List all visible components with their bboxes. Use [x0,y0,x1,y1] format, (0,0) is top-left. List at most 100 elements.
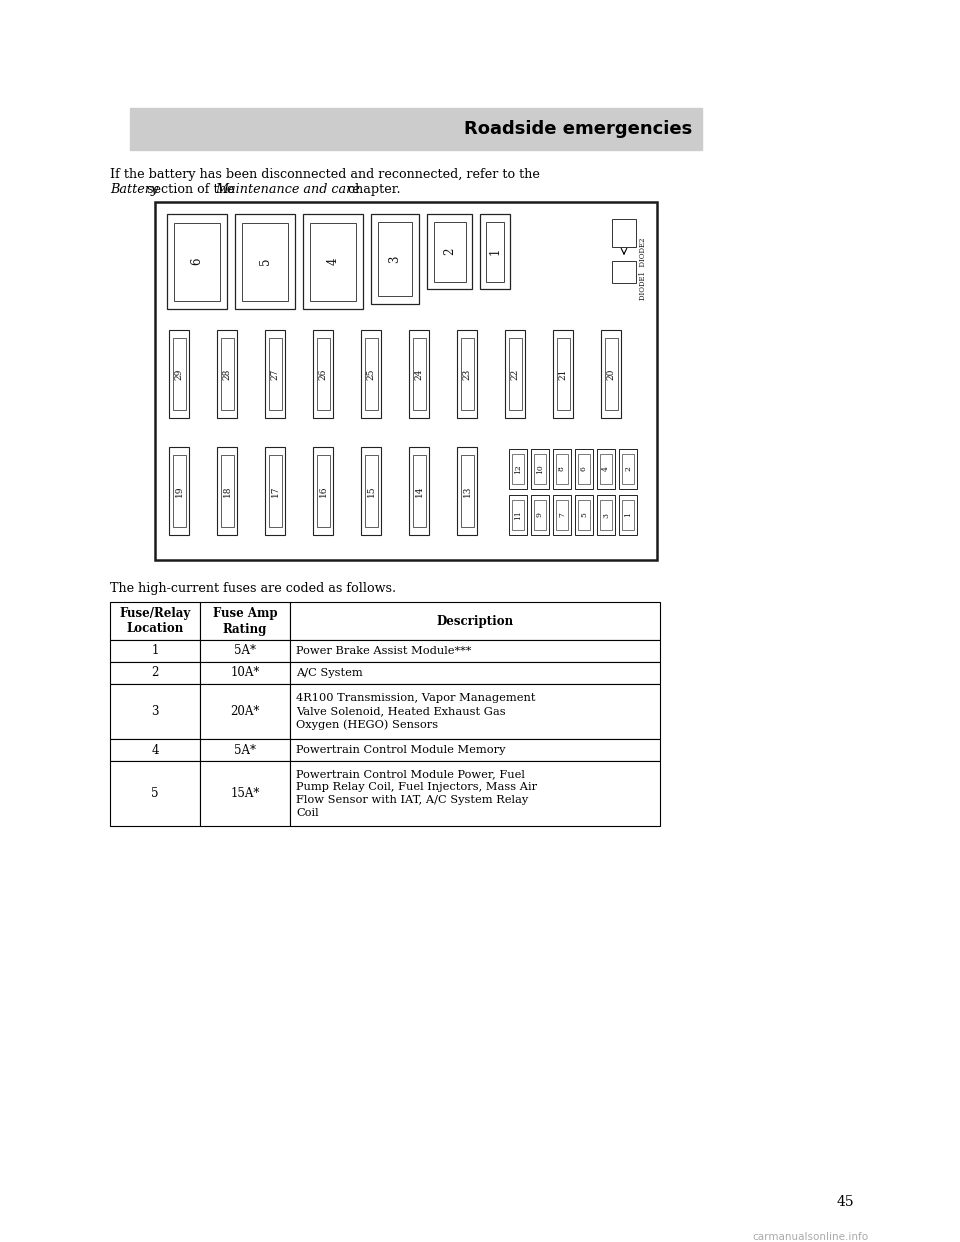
Bar [200,640,290,662]
Text: 2: 2 [624,467,632,472]
Bar [409,447,429,535]
Bar [534,455,546,484]
Bar [169,330,189,419]
Bar [269,455,281,527]
Bar [290,761,660,826]
Text: 5: 5 [580,513,588,518]
Bar [512,455,524,484]
Bar [509,496,527,535]
Bar [110,602,200,640]
Text: 15A*: 15A* [230,787,260,800]
Bar [313,330,333,419]
Text: 18: 18 [223,486,231,497]
Text: 8: 8 [558,467,566,472]
Bar [486,221,504,282]
Bar [557,338,569,410]
Text: Powertrain Control Module Memory: Powertrain Control Module Memory [296,745,506,755]
Bar [622,501,634,530]
Bar [313,447,333,535]
Bar [290,640,660,662]
Text: section of the: section of the [143,183,238,196]
Bar [110,684,200,739]
Bar [290,739,660,761]
Bar [597,496,615,535]
Bar [371,214,419,304]
Bar [365,338,377,410]
Text: 4: 4 [152,744,158,756]
Text: A/C System: A/C System [296,668,363,678]
Text: 17: 17 [271,486,279,497]
Bar [531,450,549,489]
Bar [434,221,466,282]
Bar [505,330,525,419]
Bar [173,455,185,527]
Bar [200,662,290,684]
Bar [290,602,660,640]
Bar [597,450,615,489]
Text: 5A*: 5A* [234,744,256,756]
Text: 23: 23 [463,369,471,380]
Text: 4: 4 [602,467,610,472]
Bar [110,739,200,761]
Bar [553,330,573,419]
Text: 28: 28 [223,369,231,380]
Text: Fuse/Relay
Location: Fuse/Relay Location [119,606,191,636]
Text: The high-current fuses are coded as follows.: The high-current fuses are coded as foll… [110,582,396,595]
Text: chapter.: chapter. [344,183,400,196]
Text: 20A*: 20A* [230,705,260,718]
Text: 14: 14 [415,486,423,497]
Text: 16: 16 [319,486,327,497]
Bar [110,640,200,662]
Text: 13: 13 [463,486,471,497]
Text: Power Brake Assist Module***: Power Brake Assist Module*** [296,646,471,656]
Text: DIODE1  DIODE2: DIODE1 DIODE2 [639,237,647,301]
Bar [461,455,473,527]
Bar [413,338,425,410]
Bar [217,330,237,419]
Bar [578,501,590,530]
Bar [221,455,233,527]
Bar [361,330,381,419]
Bar [600,501,612,530]
Text: 1: 1 [489,248,501,255]
Text: 15: 15 [367,486,375,497]
Text: 9: 9 [536,513,544,518]
Text: 5: 5 [258,258,272,266]
Text: 5A*: 5A* [234,645,256,657]
Text: Battery: Battery [110,183,158,196]
Bar [601,330,621,419]
Bar [461,338,473,410]
Bar [509,338,521,410]
Text: 26: 26 [319,369,327,380]
Text: Maintenance and care: Maintenance and care [215,183,360,196]
Bar [512,501,524,530]
Bar [310,222,356,301]
Text: 20: 20 [607,369,615,380]
Text: If the battery has been disconnected and reconnected, refer to the: If the battery has been disconnected and… [110,168,540,181]
Bar [427,214,472,289]
Text: 3: 3 [152,705,158,718]
Text: 4: 4 [326,258,340,266]
Text: 24: 24 [415,369,423,380]
Text: 10A*: 10A* [230,667,260,679]
Text: 10: 10 [536,465,544,474]
Text: 1: 1 [624,513,632,518]
Text: 27: 27 [271,369,279,380]
Text: 1: 1 [152,645,158,657]
Bar [303,214,363,309]
Bar [413,455,425,527]
Text: 6: 6 [580,467,588,472]
Bar [317,338,329,410]
Bar [619,496,637,535]
Text: Fuse Amp
Rating: Fuse Amp Rating [213,606,277,636]
Bar [531,496,549,535]
Bar [269,338,281,410]
Bar [556,501,568,530]
Text: carmanualsonline.info: carmanualsonline.info [752,1232,868,1242]
Bar [217,447,237,535]
Bar [600,455,612,484]
Bar [575,496,593,535]
Bar [457,330,477,419]
Bar [174,222,220,301]
Bar [612,261,636,283]
